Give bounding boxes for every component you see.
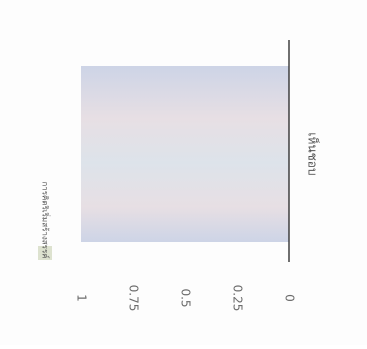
bar-series-0 — [81, 66, 289, 242]
legend-label: การคิดริเริ่มสร้างสรรค์ — [41, 181, 52, 258]
value-tick-label: 0.5 — [179, 288, 193, 307]
value-tick-label: 0.75 — [127, 285, 141, 312]
category-label: เห็นชอบ — [306, 132, 321, 175]
legend-swatch — [38, 246, 52, 260]
value-tick-label: 0 — [283, 294, 297, 302]
value-tick-label: 1 — [75, 294, 89, 302]
value-tick-label: 0.25 — [231, 285, 245, 312]
